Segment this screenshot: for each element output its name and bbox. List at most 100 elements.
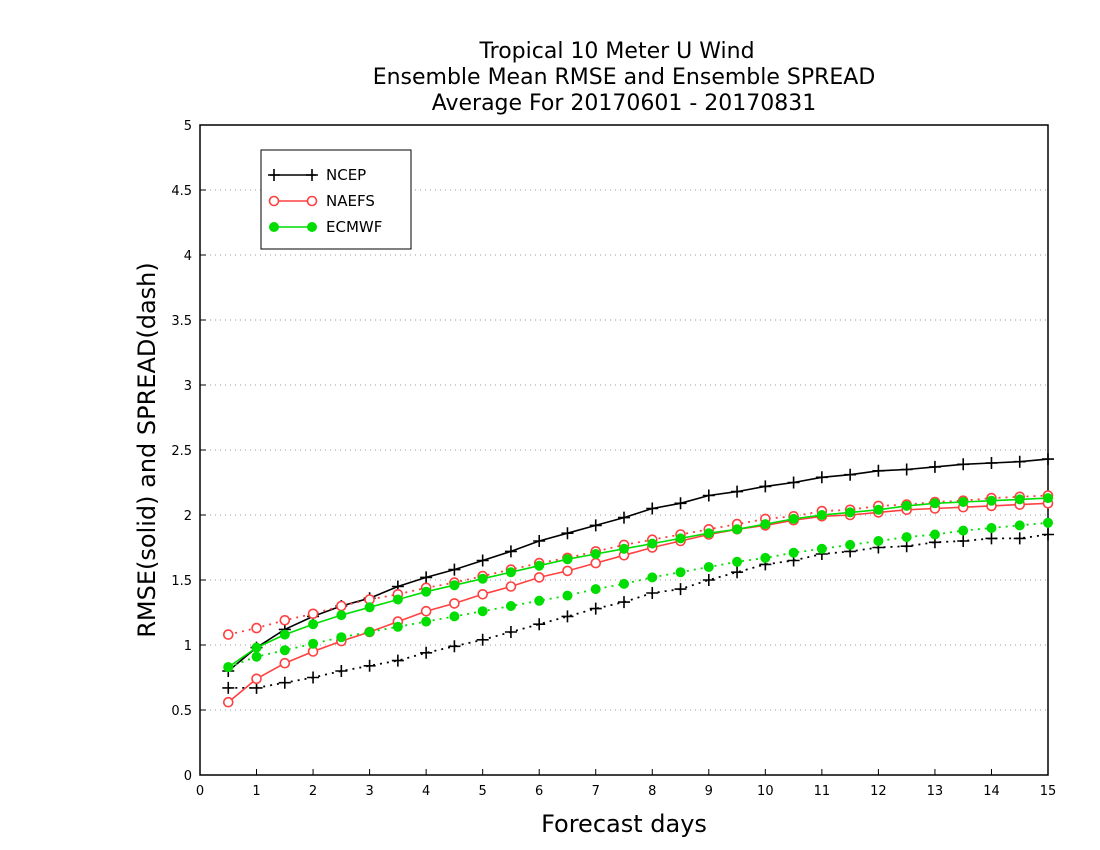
title-line-1: Tropical 10 Meter U Wind bbox=[478, 39, 754, 64]
ncep-spread-point bbox=[985, 532, 998, 545]
naefs-spread-point bbox=[336, 600, 347, 612]
ecmwf-rmse-point bbox=[505, 567, 516, 578]
x-tick-label: 12 bbox=[870, 784, 887, 799]
ncep-spread-point bbox=[533, 618, 546, 631]
y-tick-label: 4 bbox=[184, 249, 192, 264]
ncep-rmse-point bbox=[646, 502, 659, 515]
legend-marker-ecmwf bbox=[307, 222, 317, 232]
ecmwf-spread-point bbox=[1043, 517, 1053, 528]
ecmwf-rmse-point bbox=[647, 538, 658, 549]
ecmwf-rmse-point bbox=[1043, 493, 1053, 504]
ecmwf-spread-point bbox=[929, 529, 940, 540]
ncep-rmse-point bbox=[533, 535, 546, 547]
y-tick-label: 0.5 bbox=[171, 704, 192, 719]
x-tick-label: 1 bbox=[252, 784, 260, 799]
ncep-rmse-point bbox=[561, 527, 574, 540]
ncep-spread-point bbox=[702, 574, 715, 586]
ncep-rmse-point bbox=[900, 463, 913, 476]
y-tick-label: 3.5 bbox=[171, 314, 192, 329]
ecmwf-spread-point bbox=[477, 606, 488, 617]
chart-title: Tropical 10 Meter U Wind Ensemble Mean R… bbox=[373, 39, 876, 116]
x-axis-title: Forecast days bbox=[541, 810, 707, 838]
ecmwf-rmse-point bbox=[562, 554, 573, 565]
ncep-rmse-point bbox=[504, 545, 517, 558]
ncep-spread-point bbox=[504, 626, 517, 638]
title-line-2: Ensemble Mean RMSE and Ensemble SPREAD bbox=[373, 65, 876, 90]
ecmwf-spread-point bbox=[449, 611, 460, 622]
ncep-rmse-line bbox=[227, 458, 1049, 672]
x-tick-label: 0 bbox=[196, 784, 204, 799]
ecmwf-spread-point bbox=[251, 651, 262, 662]
ecmwf-rmse-point bbox=[845, 507, 856, 518]
legend-box bbox=[260, 149, 412, 250]
ecmwf-rmse-point bbox=[873, 504, 884, 515]
ncep-spread-point bbox=[476, 633, 489, 646]
legend: NCEP NAEFS ECMWF bbox=[260, 149, 412, 250]
ecmwf-spread-point bbox=[534, 595, 545, 606]
ncep-rmse-point bbox=[674, 497, 687, 510]
ncep-spread-point bbox=[957, 535, 970, 547]
ncep-spread-point bbox=[363, 659, 376, 672]
ecmwf-rmse-point bbox=[279, 629, 290, 640]
ncep-rmse-point bbox=[618, 511, 630, 524]
ncep-rmse-point bbox=[1013, 455, 1026, 468]
ecmwf-rmse-point bbox=[958, 497, 969, 507]
y-tick-label: 3 bbox=[184, 379, 192, 394]
x-axis-ticks: 0 1 2 3 4 5 6 7 8 9 10 11 12 13 14 15 bbox=[196, 769, 1056, 799]
ecmwf-spread-point bbox=[619, 578, 629, 589]
y-tick-label: 4.5 bbox=[171, 184, 192, 199]
ecmwf-spread-point bbox=[1014, 520, 1025, 531]
x-tick-label: 7 bbox=[592, 784, 600, 799]
x-tick-label: 2 bbox=[309, 784, 317, 799]
ecmwf-rmse-point bbox=[308, 619, 319, 630]
ecmwf-spread-point bbox=[336, 632, 347, 643]
ecmwf-rmse-point bbox=[1014, 494, 1025, 505]
ecmwf-rmse-point bbox=[816, 510, 827, 520]
naefs-rmse-point bbox=[279, 657, 291, 669]
naefs-spread-point bbox=[307, 608, 319, 620]
x-tick-label: 8 bbox=[648, 784, 656, 799]
ncep-spread-point bbox=[222, 681, 235, 694]
naefs-spread-line bbox=[228, 494, 1049, 636]
ecmwf-rmse-point bbox=[449, 580, 460, 591]
ecmwf-spread-point bbox=[986, 523, 997, 533]
ecmwf-spread-point bbox=[958, 525, 969, 536]
naefs-rmse-point bbox=[477, 588, 488, 600]
ncep-spread-point bbox=[391, 654, 404, 667]
ncep-spread-point bbox=[1042, 528, 1054, 541]
x-tick-label: 4 bbox=[422, 784, 430, 799]
x-tick-label: 14 bbox=[983, 784, 1000, 799]
naefs-rmse-point bbox=[562, 565, 573, 577]
naefs-rmse-point bbox=[251, 673, 262, 685]
naefs-spread-point bbox=[222, 629, 234, 640]
y-tick-label: 1 bbox=[184, 639, 192, 654]
x-tick-label: 15 bbox=[1040, 784, 1057, 799]
ncep-spread-point bbox=[448, 640, 461, 653]
legend-marker-ecmwf bbox=[269, 222, 279, 232]
ecmwf-spread-point bbox=[816, 543, 827, 554]
ncep-rmse-point bbox=[787, 476, 800, 489]
legend-marker-naefs bbox=[306, 195, 318, 207]
x-tick-label: 13 bbox=[927, 784, 944, 799]
naefs-rmse-point bbox=[505, 581, 517, 592]
x-tick-label: 9 bbox=[705, 784, 713, 799]
y-axis-ticks: 0 0.5 1 1.5 2 2.5 3 3.5 4 4.5 5 bbox=[171, 119, 206, 784]
ncep-spread-point bbox=[561, 610, 574, 623]
ncep-spread-point bbox=[674, 583, 687, 596]
ncep-rmse-point bbox=[1042, 453, 1054, 466]
ncep-rmse-point bbox=[872, 464, 885, 477]
ecmwf-spread-point bbox=[364, 627, 375, 637]
ncep-spread-point bbox=[278, 676, 291, 689]
legend-marker-naefs bbox=[268, 195, 280, 207]
naefs-spread-point bbox=[251, 622, 262, 634]
ncep-rmse-point bbox=[815, 471, 828, 484]
ncep-spread-point bbox=[335, 665, 348, 677]
x-tick-label: 11 bbox=[814, 784, 831, 799]
x-tick-label: 6 bbox=[535, 784, 543, 799]
ecmwf-rmse-point bbox=[760, 519, 771, 530]
naefs-rmse-point bbox=[449, 598, 460, 609]
ecmwf-rmse-point bbox=[901, 500, 912, 511]
legend-entry-naefs: NAEFS bbox=[268, 192, 375, 210]
ecmwf-rmse-point bbox=[732, 524, 743, 535]
